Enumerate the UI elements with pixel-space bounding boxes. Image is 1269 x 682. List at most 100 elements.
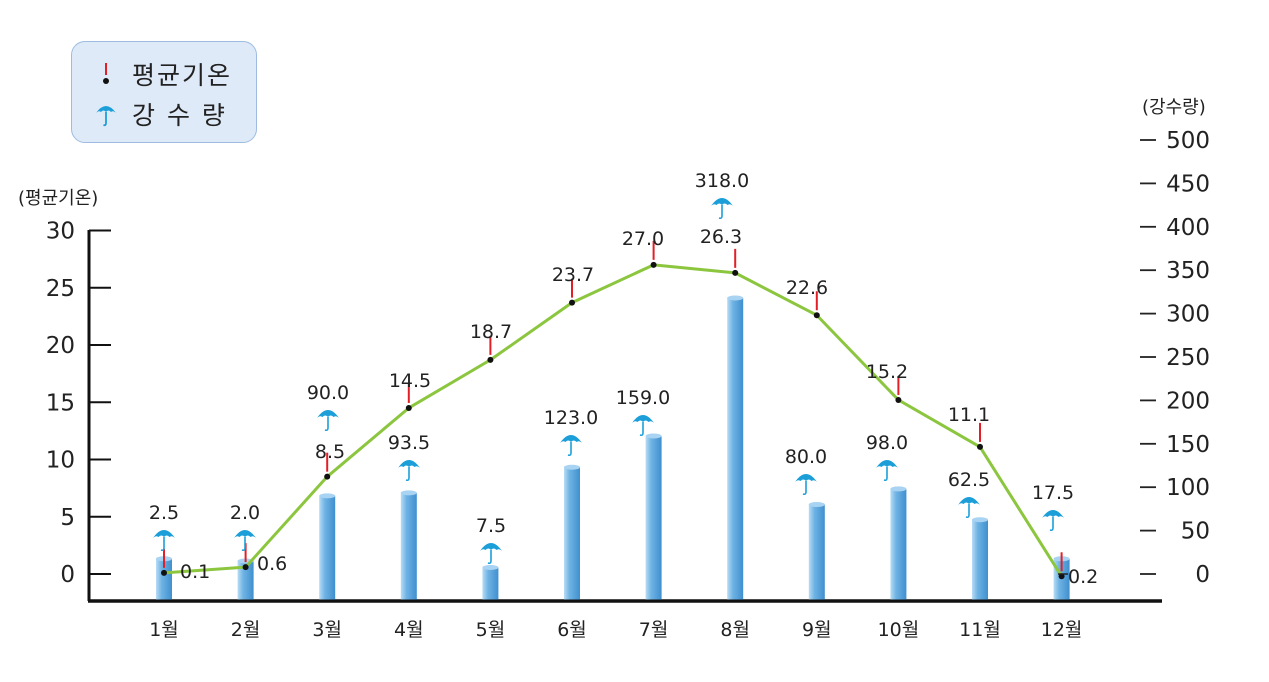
rainfall-bar bbox=[237, 560, 254, 600]
rainfall-bar-top bbox=[400, 490, 417, 496]
temperature-value-label: 22.6 bbox=[786, 277, 828, 299]
left-tick-label: 25 bbox=[46, 276, 75, 302]
temperature-line bbox=[163, 263, 1063, 578]
umbrella-icon bbox=[632, 415, 654, 423]
rainfall-value-label: 159.0 bbox=[616, 387, 670, 409]
rainfall-bar bbox=[727, 297, 744, 600]
umbrella-handle bbox=[883, 467, 888, 482]
temperature-point bbox=[732, 269, 739, 276]
umbrella-icon bbox=[96, 106, 116, 127]
legend-item-temperature: 평균기온 bbox=[94, 56, 232, 92]
rainfall-value-label: 2.5 bbox=[149, 502, 179, 524]
umbrella-handle bbox=[160, 537, 165, 552]
right-tick-label: 300 bbox=[1166, 302, 1210, 328]
right-tick-label: 450 bbox=[1166, 171, 1210, 197]
legend-item-rainfall: 강 수 량 bbox=[94, 96, 227, 132]
x-tick-label: 12월 bbox=[1041, 619, 1083, 641]
right-tick-label: 50 bbox=[1181, 519, 1210, 545]
rainfall-bar bbox=[482, 567, 499, 600]
right-tick-label: 150 bbox=[1166, 432, 1210, 458]
x-tick-label: 3월 bbox=[312, 619, 342, 641]
temperature-point bbox=[813, 312, 820, 319]
temperature-point bbox=[650, 261, 657, 268]
x-tick-label: 1월 bbox=[149, 619, 179, 641]
umbrella-icon bbox=[795, 474, 817, 482]
temperature-point bbox=[161, 569, 167, 576]
rainfall-bar-top bbox=[319, 493, 336, 499]
umbrella-handle bbox=[405, 467, 410, 482]
x-tick-label: 7월 bbox=[639, 619, 669, 641]
x-tick-label: 4월 bbox=[394, 619, 424, 641]
umbrella-icon bbox=[398, 460, 420, 468]
right-tick-label: 350 bbox=[1166, 258, 1210, 284]
temperature-point bbox=[569, 299, 575, 306]
x-tick-label: 11월 bbox=[959, 619, 1001, 641]
rainfall-value-label: 318.0 bbox=[695, 170, 749, 192]
rainfall-bar-top bbox=[482, 564, 499, 570]
temperature-value-label: 15.2 bbox=[866, 361, 908, 383]
umbrella-icon bbox=[317, 410, 339, 418]
rainfall-bar-top bbox=[972, 517, 988, 523]
rainfall-bar-top bbox=[727, 295, 744, 301]
rainfall-bar-top bbox=[564, 464, 580, 470]
rainfall-bar bbox=[972, 519, 988, 600]
umbrella-icon bbox=[153, 530, 175, 538]
umbrella-handle bbox=[639, 422, 644, 437]
rainfall-bar bbox=[808, 504, 825, 600]
right-axis-title: (강수량) bbox=[1142, 97, 1206, 118]
left-tick-label: 30 bbox=[46, 219, 75, 245]
rainfall-value-label: 80.0 bbox=[785, 446, 827, 468]
x-tick-label: 8월 bbox=[720, 619, 750, 641]
umbrella-icon bbox=[711, 198, 733, 206]
temperature-value-label: 27.0 bbox=[622, 228, 664, 250]
rainfall-value-label: 2.0 bbox=[230, 502, 260, 524]
left-tick-label: 20 bbox=[46, 333, 75, 359]
rainfall-bar bbox=[564, 467, 580, 600]
right-tick-label: 0 bbox=[1195, 562, 1210, 588]
right-tick-label: 200 bbox=[1166, 388, 1210, 414]
rainfall-bar bbox=[319, 495, 336, 600]
umbrella-icon bbox=[560, 435, 582, 443]
x-tick-label: 10월 bbox=[878, 619, 920, 641]
rainfall-bar-top bbox=[808, 502, 825, 508]
left-tick-label: 15 bbox=[46, 390, 75, 416]
temperature-value-label: 0.6 bbox=[257, 553, 287, 575]
temperature-point bbox=[242, 564, 249, 571]
rainfall-value-label: 123.0 bbox=[544, 407, 598, 429]
x-tick-label: 5월 bbox=[476, 619, 506, 641]
rainfall-bar bbox=[645, 435, 662, 600]
left-tick-label: 0 bbox=[60, 562, 75, 588]
temperature-point bbox=[977, 443, 983, 450]
temperature-value-label: 18.7 bbox=[470, 321, 512, 343]
umbrella-handle bbox=[567, 442, 572, 457]
umbrella-handle bbox=[324, 417, 329, 432]
temperature-value-label: 8.5 bbox=[315, 441, 345, 463]
rainfall-value-label: 7.5 bbox=[476, 515, 506, 537]
umbrella-handle bbox=[802, 481, 807, 496]
x-tick-label: 2월 bbox=[231, 619, 261, 641]
umbrella-handle bbox=[241, 537, 246, 552]
left-axis-title: (평균기온) bbox=[18, 188, 98, 209]
temperature-marker-icon bbox=[103, 63, 109, 84]
right-tick-label: 250 bbox=[1166, 345, 1210, 371]
temperature-point bbox=[487, 356, 494, 363]
rainfall-value-label: 90.0 bbox=[307, 382, 349, 404]
temperature-point bbox=[1058, 573, 1065, 580]
temperature-value-label: 14.5 bbox=[389, 370, 431, 392]
umbrella-handle bbox=[487, 550, 492, 565]
left-tick-label: 5 bbox=[60, 505, 75, 531]
left-tick-label: 10 bbox=[46, 448, 75, 474]
right-tick-label: 500 bbox=[1166, 128, 1210, 154]
temperature-value-label: 11.1 bbox=[948, 404, 990, 426]
x-tick-label: 9월 bbox=[802, 619, 832, 641]
temperature-value-label: 0.2 bbox=[1068, 566, 1098, 588]
rainfall-bar-top bbox=[645, 433, 662, 439]
umbrella-handle bbox=[718, 205, 723, 220]
temperature-value-label: 0.1 bbox=[180, 561, 210, 583]
temperature-value-label: 23.7 bbox=[552, 264, 594, 286]
umbrella-icon bbox=[958, 497, 980, 505]
rainfall-value-label: 17.5 bbox=[1032, 482, 1074, 504]
umbrella-handle bbox=[1049, 517, 1054, 532]
rainfall-bar-top bbox=[890, 486, 907, 492]
